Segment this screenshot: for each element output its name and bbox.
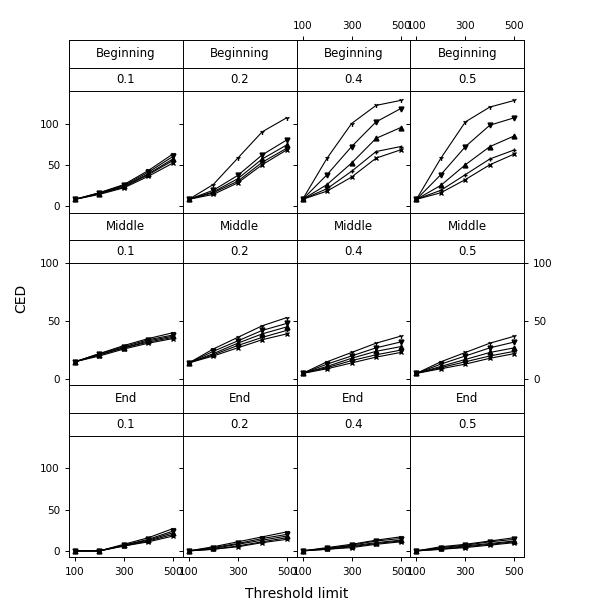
Text: End: End xyxy=(228,392,251,405)
Text: Middle: Middle xyxy=(220,220,259,233)
Text: 0.1: 0.1 xyxy=(116,418,135,431)
Text: Threshold limit: Threshold limit xyxy=(245,586,348,601)
Text: 0.2: 0.2 xyxy=(230,245,249,258)
Text: Beginning: Beginning xyxy=(437,47,497,60)
Text: Beginning: Beginning xyxy=(323,47,383,60)
Text: Beginning: Beginning xyxy=(210,47,270,60)
Text: 0.1: 0.1 xyxy=(116,73,135,86)
Text: Middle: Middle xyxy=(106,220,146,233)
Text: 0.5: 0.5 xyxy=(458,73,476,86)
Text: 0.2: 0.2 xyxy=(230,418,249,431)
Text: 0.1: 0.1 xyxy=(116,245,135,258)
Text: End: End xyxy=(114,392,137,405)
Text: Middle: Middle xyxy=(334,220,373,233)
Text: 0.5: 0.5 xyxy=(458,245,476,258)
Text: Beginning: Beginning xyxy=(96,47,156,60)
Text: End: End xyxy=(456,392,479,405)
Text: 0.4: 0.4 xyxy=(344,418,363,431)
Text: CED: CED xyxy=(14,284,28,314)
Text: 0.4: 0.4 xyxy=(344,73,363,86)
Text: 0.2: 0.2 xyxy=(230,73,249,86)
Text: 0.4: 0.4 xyxy=(344,245,363,258)
Text: End: End xyxy=(342,392,365,405)
Text: Middle: Middle xyxy=(447,220,487,233)
Text: 0.5: 0.5 xyxy=(458,418,476,431)
